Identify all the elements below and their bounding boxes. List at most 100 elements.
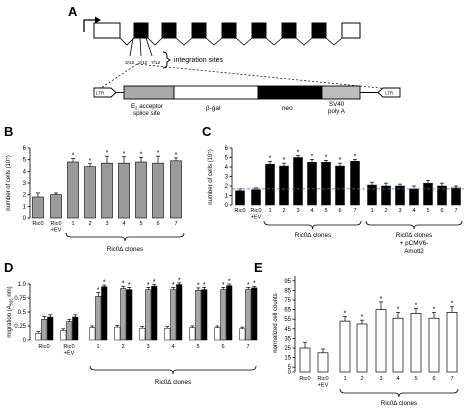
chart-e-category-label: +EV [318, 383, 329, 389]
chart-e-y-tick-label: 0 [288, 370, 292, 376]
chart-d-bar [189, 327, 196, 341]
chart-b-y-tick-label: 0 [23, 216, 27, 222]
chart-d-bar [220, 289, 227, 341]
bgal-label: β-gal [206, 105, 220, 112]
chart-c-group-brace [365, 220, 463, 230]
chart-c-category-label: +EV [251, 215, 262, 221]
chart-e-y-tick-label: 85 [284, 288, 291, 294]
chart-c-y-axis-label: number of cells (10⁵) [207, 149, 214, 205]
chart-d-y-tick-label: 0.5 [18, 310, 27, 316]
chart-d-bar [195, 289, 202, 341]
chart-d-category-label: 5 [196, 344, 199, 350]
chart-c-category-label: 4 [412, 208, 415, 214]
intron-line [147, 37, 163, 46]
chart-d-category-label: Ric0 [38, 344, 49, 350]
chart-e-category-label: 2 [360, 376, 363, 382]
chart-e-bar [410, 313, 422, 373]
chart-c-significance-star: * [354, 153, 357, 160]
chart-d-significance-star: * [197, 282, 200, 289]
chart-d-bar [226, 285, 233, 341]
chart-b-category-label: 1 [71, 221, 74, 227]
intron-line [235, 37, 253, 46]
chart-c-category-label: 4 [310, 208, 313, 214]
chart-d-significance-star: * [253, 281, 256, 288]
chart-e-y-axis-label: normalized cell counts [273, 293, 279, 352]
integration-brace [162, 51, 171, 69]
chart-d-bar [47, 316, 54, 341]
chart-c-group-label-1: Ric0∆ clones [295, 232, 331, 239]
chart-b-significance-star: * [72, 153, 75, 160]
chart-e-y-tick-label: 55 [284, 317, 291, 323]
chart-b-bar [152, 162, 164, 219]
chart-e-y-tick-label: 5 [288, 365, 292, 371]
chart-c-significance-star: * [339, 157, 342, 164]
chart-d-bar [245, 289, 252, 341]
chart-b-category-label: 2 [88, 221, 91, 227]
chart-c-y-tick-label: 4 [225, 165, 229, 171]
chart-e-category-label: 6 [432, 376, 435, 382]
chart-b-y-tick-label: 5 [23, 158, 27, 164]
chart-c-group-label-3: + pCMV6- [400, 240, 429, 247]
chart-b-category-label: 3 [105, 221, 108, 227]
chart-d-bar [151, 285, 158, 341]
neo-label: neo [282, 105, 293, 112]
chart-b-y-tick-label: 2 [23, 193, 27, 199]
chart-c-significance-star: * [269, 155, 272, 162]
chart-d-bar [89, 327, 96, 341]
chart-d-bar [66, 321, 73, 341]
chart-c-significance-star: * [325, 154, 328, 161]
chart-c-significance-star: * [311, 153, 314, 160]
chart-b-category-label: 5 [139, 221, 142, 227]
acceptor-label: E2 acceptor [131, 103, 163, 111]
chart-b-group-label: Ric0∆ clones [107, 246, 143, 253]
chart-c-significance-star: * [283, 157, 286, 164]
chart-e-bar [317, 352, 329, 373]
chart-c-category-label: 1 [370, 208, 373, 214]
chart-d-category-label: 4 [171, 344, 174, 350]
intron-line [325, 37, 343, 46]
chart-d-bar [214, 327, 221, 341]
chart-d-category-label: 1 [96, 344, 99, 350]
chart-d-group-label: Ric0∆ clones [155, 379, 191, 386]
exon-box [133, 22, 149, 39]
chart-e-category-label: 3 [379, 376, 382, 382]
panel-label-d: D [4, 260, 13, 275]
chart-d-y-tick-label: 0.75 [14, 296, 26, 302]
chart-c-bar [335, 165, 345, 206]
chart-b-bar [50, 194, 62, 219]
chart-b-significance-star: * [175, 152, 178, 159]
panel-label-b: B [4, 124, 13, 139]
chart-e-significance-star: * [361, 314, 364, 321]
chart-b-y-tick-label: 3 [23, 181, 27, 187]
chart-d-significance-star: * [172, 282, 175, 289]
chart-c-category-label: Ric0 [234, 208, 245, 214]
ltr-left-label: LTR [96, 91, 105, 96]
chart-b-category-label: 6 [156, 221, 159, 227]
chart-c-group-label-2: Ric0∆ clones [396, 232, 432, 239]
chart-d-bar [170, 289, 177, 341]
chart-d-y-tick-label: 0.25 [14, 324, 26, 330]
poly-a-label: poly A [328, 108, 346, 115]
chart-d-category-label: 3 [146, 344, 149, 350]
chart-d-category-label: Ric0 [63, 344, 74, 350]
chart-e-significance-star: * [451, 301, 454, 308]
chart-e-category-label: 7 [450, 376, 453, 382]
chart-b-significance-star: * [106, 150, 109, 157]
chart-d-bar [101, 286, 108, 341]
acceptor-segment [123, 85, 175, 100]
chart-e-category-label: Ric0 [299, 376, 310, 382]
chart-e-group-label: Ric0∆ clones [381, 400, 417, 407]
chart-d-category-label: 7 [246, 344, 249, 350]
chart-b-y-tick-label: 6 [23, 146, 27, 152]
chart-d-significance-star: * [122, 281, 125, 288]
chart-d-significance-star: * [128, 282, 131, 289]
site-label-2: 2/12 [138, 60, 148, 66]
chart-c-y-tick-label: 3 [225, 175, 229, 181]
chart-c-category-label: Ric0 [250, 208, 261, 214]
chart-e-y-tick-label: 35 [284, 336, 291, 342]
panel-label-c: C [202, 124, 212, 139]
chart-d-significance-star: * [247, 282, 250, 289]
sv40-segment [321, 85, 361, 100]
